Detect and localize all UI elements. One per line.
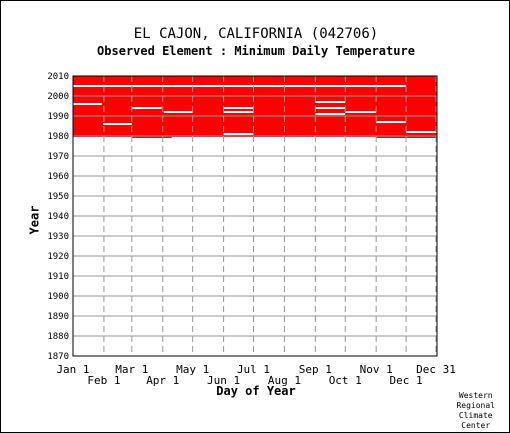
y-tick-label: 1940 [47, 212, 69, 222]
missing-data-gap [315, 107, 346, 109]
chart-title: EL CAJON, CALIFORNIA (042706) [133, 26, 379, 42]
missing-data-gap [131, 107, 162, 109]
y-tick-label: 2010 [47, 72, 69, 82]
credit-line: Center [461, 421, 491, 430]
x-tick-label: Jan 1 [56, 363, 89, 376]
y-tick-label: 1990 [47, 112, 69, 122]
missing-data-gap [223, 107, 254, 109]
x-tick-label: Jun 1 [207, 374, 240, 387]
missing-data-gap [163, 111, 193, 113]
y-tick-label: 1870 [47, 352, 69, 362]
x-axis-label: Day of Year [216, 384, 296, 398]
x-tick-label: Feb 1 [87, 374, 120, 387]
missing-data-gap [72, 137, 132, 139]
missing-data-gap [223, 133, 254, 135]
missing-data-gap [315, 113, 346, 115]
x-tick-label: Sep 1 [299, 363, 332, 376]
x-tick-label: Dec 31 [416, 363, 456, 376]
plot-border [72, 75, 438, 357]
missing-data-gap [102, 123, 132, 125]
y-tick-label: 1910 [47, 272, 69, 282]
missing-data-gap [223, 111, 254, 113]
y-tick-label: 1900 [47, 292, 69, 302]
credit-line: Regional [456, 401, 495, 410]
y-tick-label: 1950 [47, 192, 69, 202]
y-tick-label: 1960 [47, 172, 69, 182]
missing-data-gap [376, 121, 407, 123]
x-tick-label: Aug 1 [268, 374, 301, 387]
y-tick-label: 1880 [47, 332, 69, 342]
missing-data-gap [315, 101, 346, 103]
x-tick-label: Jul 1 [237, 363, 270, 376]
missing-data-gap [406, 131, 437, 133]
x-tick-label: Oct 1 [329, 374, 362, 387]
x-tick-label: Nov 1 [360, 363, 393, 376]
credit-block: Western Regional Climate Center [456, 391, 495, 431]
y-tick-label: 1890 [47, 312, 69, 322]
y-tick-label: 2000 [47, 92, 69, 102]
x-tick-label: Apr 1 [146, 374, 179, 387]
missing-data-gap [72, 85, 407, 87]
x-tick-label: May 1 [176, 363, 209, 376]
y-tick-label: 1930 [47, 232, 69, 242]
missing-data-gap [345, 111, 377, 113]
missing-data-gap [171, 137, 377, 139]
credit-line: Climate [458, 411, 493, 420]
chart-subtitle: Observed Element : Minimum Daily Tempera… [97, 44, 415, 58]
y-tick-label: 1920 [47, 252, 69, 262]
missing-data-gap [73, 103, 102, 105]
y-tick-label: 1970 [47, 152, 69, 162]
x-tick-label: Mar 1 [115, 363, 148, 376]
credit-line: Western [458, 391, 493, 400]
x-tick-label: Dec 1 [390, 374, 423, 387]
y-tick-label: 1980 [47, 132, 69, 142]
